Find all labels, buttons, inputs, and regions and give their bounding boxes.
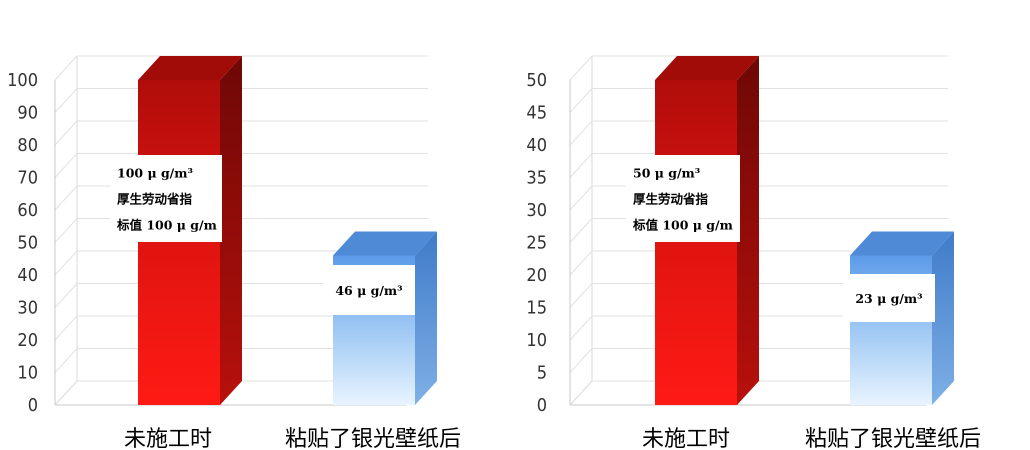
grid-line — [569, 55, 593, 81]
grid-line — [54, 153, 78, 178]
data-label-text: 标值 100 μ g/m — [632, 218, 733, 233]
y-tick-label: 20 — [526, 265, 547, 286]
bar — [333, 231, 437, 405]
bar-top — [333, 231, 437, 256]
grid-line — [54, 283, 78, 308]
x-tick-label: 粘贴了银光壁纸后 — [285, 427, 461, 450]
grid-line — [54, 55, 78, 81]
grid-line — [54, 120, 78, 146]
grid-line — [569, 153, 593, 178]
grid-line — [569, 185, 593, 211]
chart-left-yaxis: 0 10 20 30 40 50 60 70 80 90 100 — [7, 70, 56, 416]
y-tick-label: 60 — [17, 200, 38, 221]
grid-line — [54, 380, 78, 406]
bar-top — [138, 56, 242, 80]
y-tick-label: 25 — [526, 233, 547, 254]
y-tick-label: 30 — [17, 298, 38, 319]
data-label-text: 标值 100 μ g/m — [116, 218, 217, 233]
data-label: 23 μ g/m³ — [843, 274, 935, 322]
bar-side — [932, 231, 954, 405]
data-label-text: 23 μ g/m³ — [855, 291, 922, 306]
grid-line — [54, 185, 78, 211]
bar-side — [737, 56, 759, 405]
y-tick-label: 5 — [537, 363, 547, 384]
x-tick-label: 未施工时 — [642, 427, 730, 450]
y-tick-label: 90 — [17, 103, 38, 124]
grid-line — [569, 250, 593, 276]
bar-side — [415, 231, 437, 405]
grid-line — [569, 120, 593, 146]
y-tick-label: 100 — [7, 70, 38, 91]
grid-line — [569, 380, 593, 406]
grid-line — [569, 218, 593, 243]
y-tick-label: 70 — [17, 168, 38, 189]
chart-right-bars — [655, 56, 954, 405]
data-label-box — [110, 155, 222, 242]
y-tick-label: 15 — [526, 298, 547, 319]
chart-left: 0 10 20 30 40 50 60 70 80 90 100 100 μ g/m³ 厚生劳动省指标… — [7, 55, 461, 450]
grid-line — [54, 315, 78, 341]
data-label-box — [626, 155, 740, 242]
grid-line — [569, 88, 593, 113]
y-tick-label: 45 — [526, 103, 547, 124]
y-tick-label: 10 — [17, 363, 38, 384]
bar-front — [655, 80, 737, 405]
grid-line — [569, 348, 593, 373]
grid-line — [54, 348, 78, 373]
bar — [655, 56, 759, 405]
data-label-text: 50 μ g/m³ — [633, 166, 700, 181]
y-tick-label: 40 — [17, 265, 38, 286]
y-tick-label: 10 — [526, 330, 547, 351]
y-tick-label: 35 — [526, 168, 547, 189]
y-tick-label: 80 — [17, 135, 38, 156]
bar-front — [138, 80, 220, 405]
grid-line — [569, 315, 593, 341]
data-label-text: 厚生劳动省指 — [117, 192, 193, 207]
y-tick-label: 30 — [526, 200, 547, 221]
y-tick-label: 0 — [537, 395, 547, 416]
x-tick-label: 粘贴了银光壁纸后 — [805, 427, 981, 450]
data-label-text: 100 μ g/m³ — [117, 166, 193, 181]
bar-top — [655, 56, 759, 80]
bar-side — [220, 56, 242, 405]
bar-top — [850, 231, 954, 256]
grid-line — [54, 218, 78, 243]
y-tick-label: 40 — [526, 135, 547, 156]
chart-right-xaxis: 未施工时 粘贴了银光壁纸后 — [642, 427, 981, 450]
y-tick-label: 20 — [17, 330, 38, 351]
bar — [138, 56, 242, 405]
x-tick-label: 未施工时 — [124, 427, 212, 450]
data-label-text: 厚生劳动省指 — [633, 192, 709, 207]
y-tick-label: 50 — [526, 70, 547, 91]
chart-right-yaxis: 0 5 10 15 20 25 30 35 40 45 50 — [526, 70, 571, 416]
data-label-text: 46 μ g/m³ — [335, 283, 402, 298]
y-tick-label: 0 — [28, 395, 38, 416]
grid-line — [54, 88, 78, 113]
data-label-box — [843, 274, 935, 322]
grid-line — [54, 250, 78, 276]
data-label: 46 μ g/m³ — [323, 265, 415, 315]
grid-line — [569, 283, 593, 308]
chart-left-xaxis: 未施工时 粘贴了银光壁纸后 — [124, 427, 461, 450]
y-tick-label: 50 — [17, 233, 38, 254]
data-label-box — [323, 265, 415, 315]
